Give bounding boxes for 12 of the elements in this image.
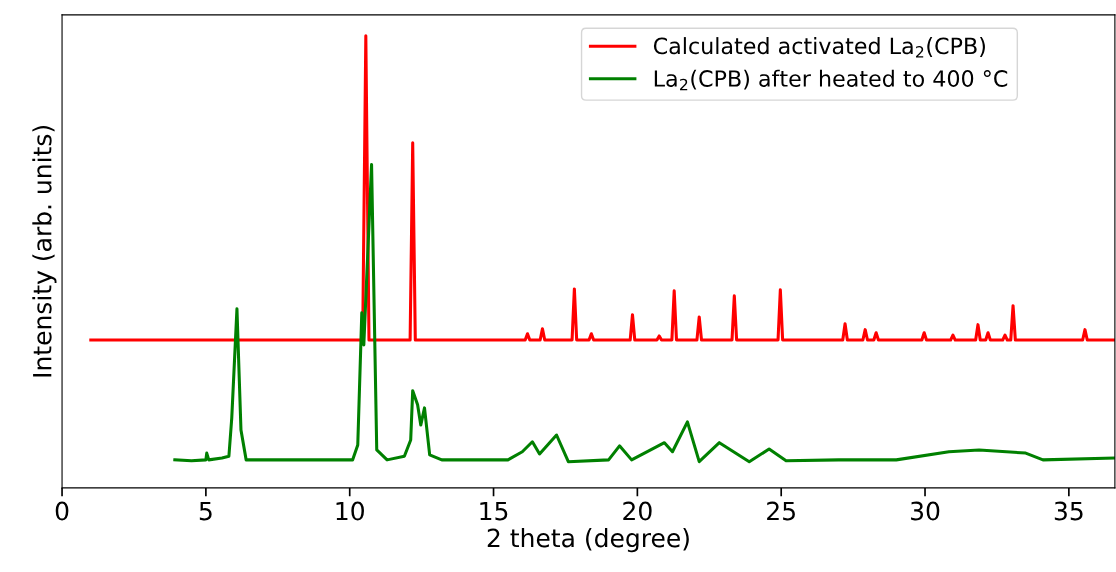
x-tick-label: 35 <box>1054 501 1083 521</box>
x-tick-label: 5 <box>199 501 212 521</box>
x-tick-label: 0 <box>55 501 69 521</box>
y-axis-title: Intensity (arb. units) <box>32 125 57 377</box>
x-tick-label: 30 <box>911 501 940 521</box>
x-tick-label: 10 <box>336 501 364 521</box>
x-tick-label: 20 <box>623 501 652 521</box>
x-axis-title: 2 theta (degree) <box>487 528 689 553</box>
legend-label: Calculated activated La$_{2}$(CPB) <box>653 37 985 58</box>
x-tick-label: 25 <box>767 501 795 521</box>
x-tick-label: 15 <box>480 501 508 521</box>
legend-label: La$_{2}$(CPB) after heated to 400 °C <box>654 69 1008 91</box>
